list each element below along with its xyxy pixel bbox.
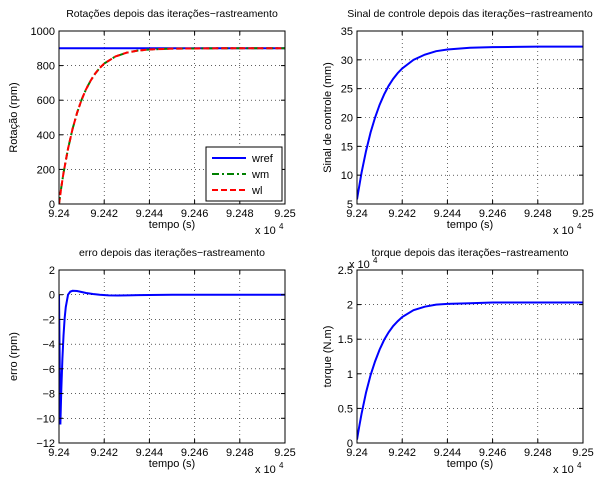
- series-line-1: [357, 301, 583, 440]
- y-tick-label: 20: [341, 113, 353, 125]
- x-axis-label: tempo (s): [447, 458, 493, 470]
- y-tick-label: 0.5: [338, 403, 353, 415]
- y-tick-label: 600: [37, 95, 55, 107]
- x-tick-label: 9.25: [572, 447, 593, 459]
- x-tick-label: 9.246: [181, 208, 209, 220]
- x-axis-label: tempo (s): [149, 219, 195, 231]
- x-tick-label: 9.242: [388, 208, 416, 220]
- y-tick-label: 800: [37, 61, 55, 73]
- x-multiplier-exponent: 4: [279, 222, 284, 231]
- y-tick-label: 2.5: [338, 265, 353, 277]
- x-multiplier: x 10: [553, 464, 574, 476]
- x-tick-label: 9.246: [181, 447, 209, 459]
- y-tick-label: 0: [347, 438, 353, 450]
- y-multiplier: x 10: [349, 259, 370, 271]
- x-tick-label: 9.25: [274, 447, 295, 459]
- x-tick-label: 9.24: [48, 208, 69, 220]
- x-multiplier-exponent: 4: [577, 461, 582, 470]
- x-tick-label: 9.248: [226, 208, 254, 220]
- y-tick-label: 200: [37, 164, 55, 176]
- y-tick-label: 400: [37, 130, 55, 142]
- x-tick-label: 9.24: [48, 447, 69, 459]
- series-line-1: [59, 289, 285, 425]
- y-axis-label: Sinal de controle (mm): [322, 62, 334, 173]
- y-tick-label: −10: [36, 413, 55, 425]
- x-multiplier: x 10: [553, 225, 574, 237]
- y-tick-label: 2: [49, 265, 55, 277]
- x-tick-label: 9.244: [434, 447, 462, 459]
- x-tick-label: 9.244: [434, 208, 462, 220]
- y-axis-label: Rotação (rpm): [8, 82, 20, 152]
- axes-box: [356, 269, 584, 444]
- y-tick-label: −8: [42, 389, 55, 401]
- x-tick-label: 9.24: [346, 447, 367, 459]
- y-tick-label: 5: [347, 199, 353, 211]
- x-tick-label: 9.24: [346, 208, 367, 220]
- x-multiplier-exponent: 4: [279, 461, 284, 470]
- y-tick-label: 25: [341, 84, 353, 96]
- series-line-1: [357, 45, 583, 200]
- x-tick-label: 9.242: [90, 208, 118, 220]
- legend-label-wl: wl: [251, 185, 262, 197]
- x-tick-label: 9.25: [572, 208, 593, 220]
- y-tick-label: 0: [49, 199, 55, 211]
- y-tick-label: 10: [341, 170, 353, 182]
- y-tick-label: 35: [341, 26, 353, 38]
- y-axis-label: torque (N.m): [322, 326, 334, 388]
- legend-label-wref: wref: [251, 153, 274, 165]
- x-tick-label: 9.242: [388, 447, 416, 459]
- axes-box: [58, 30, 286, 205]
- y-tick-label: 0: [49, 290, 55, 302]
- x-multiplier: x 10: [255, 225, 276, 237]
- x-tick-label: 9.248: [226, 447, 254, 459]
- chart-title: Sinal de controle depois das iterações−r…: [347, 8, 593, 20]
- y-tick-label: 1.5: [338, 334, 353, 346]
- x-axis-label: tempo (s): [149, 458, 195, 470]
- chart-panel-4: 9.24 9.242 9.244 9.246 9.248 9.25 0 0.5 1 1.5 2 2.5…: [322, 247, 594, 476]
- chart-title: Rotações depois das iterações−rastreamen…: [66, 8, 278, 20]
- legend: wref wm wl: [205, 146, 283, 202]
- x-tick-label: 9.242: [90, 447, 118, 459]
- y-tick-label: −2: [42, 314, 55, 326]
- x-tick-label: 9.244: [136, 208, 164, 220]
- x-tick-label: 9.244: [136, 447, 164, 459]
- x-tick-label: 9.25: [274, 208, 295, 220]
- y-tick-label: 1000: [31, 26, 55, 38]
- x-multiplier-exponent: 4: [577, 222, 582, 231]
- series-line-wl: [59, 47, 285, 205]
- chart-title: torque depois das iterações−rastreamento: [372, 247, 569, 259]
- y-multiplier-exponent: 4: [373, 256, 378, 265]
- y-tick-label: −4: [42, 339, 55, 351]
- x-tick-label: 9.248: [524, 447, 552, 459]
- y-tick-label: 30: [341, 55, 353, 67]
- x-tick-label: 9.248: [524, 208, 552, 220]
- chart-panel-3: 9.24 9.242 9.244 9.246 9.248 9.25 −12 −10 −8 −6 −4…: [8, 247, 296, 476]
- y-tick-label: 1: [347, 369, 353, 381]
- axes-box: [58, 269, 286, 444]
- chart-panel-1: 9.24 9.242 9.244 9.246 9.248 9.25 0 200 400 600 80…: [8, 8, 296, 237]
- x-multiplier: x 10: [255, 464, 276, 476]
- x-tick-label: 9.246: [479, 447, 507, 459]
- y-axis-label: erro (rpm): [8, 332, 20, 381]
- y-tick-label: 15: [341, 141, 353, 153]
- chart-panel-2: 9.24 9.242 9.244 9.246 9.248 9.25 5 10 15 20 25 30 3…: [322, 8, 594, 237]
- plot-area: [59, 270, 285, 443]
- y-tick-label: −12: [36, 438, 55, 450]
- chart-title: erro depois das iterações−rastreamento: [79, 247, 265, 259]
- x-tick-label: 9.246: [479, 208, 507, 220]
- plot-area: [357, 270, 583, 443]
- y-tick-label: 2: [347, 300, 353, 312]
- x-axis-label: tempo (s): [447, 219, 493, 231]
- y-tick-label: −6: [42, 364, 55, 376]
- legend-label-wm: wm: [251, 169, 269, 181]
